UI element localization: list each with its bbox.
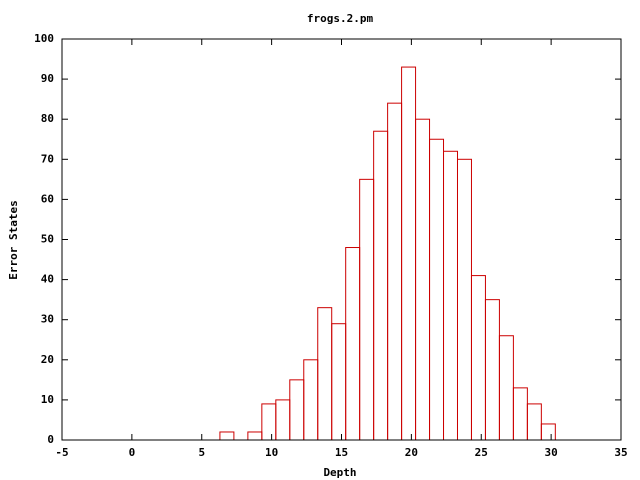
y-tick-label: 20 — [41, 353, 54, 366]
bar — [526, 403, 542, 441]
bar — [484, 299, 500, 441]
x-tick-label: 15 — [335, 446, 348, 459]
y-tick-label: 90 — [41, 72, 54, 85]
bar — [219, 431, 235, 441]
bar — [261, 403, 277, 441]
x-tick-label: 30 — [545, 446, 558, 459]
x-axis-label: Depth — [323, 466, 356, 479]
bar — [247, 431, 263, 441]
x-tick-label: 5 — [198, 446, 205, 459]
y-tick-label: 30 — [41, 313, 54, 326]
bar — [456, 158, 472, 441]
bar — [359, 178, 375, 441]
y-tick-label: 10 — [41, 393, 54, 406]
y-tick-label: 0 — [47, 433, 54, 446]
bar — [331, 323, 347, 441]
y-tick-label: 50 — [41, 233, 54, 246]
y-tick-label: 70 — [41, 152, 54, 165]
bar — [289, 379, 305, 441]
bar — [540, 423, 556, 441]
bar — [512, 387, 528, 441]
bar — [401, 66, 417, 441]
y-axis-label: Error States — [7, 200, 20, 279]
bar — [303, 359, 319, 441]
y-tick-label: 40 — [41, 273, 54, 286]
bar — [429, 138, 445, 441]
y-tick-label: 80 — [41, 112, 54, 125]
bar — [470, 275, 486, 441]
y-tick-label: 100 — [34, 32, 54, 45]
bar — [498, 335, 514, 441]
chart-title: frogs.2.pm — [307, 12, 374, 25]
x-tick-label: 0 — [129, 446, 136, 459]
x-tick-label: 20 — [405, 446, 418, 459]
bar — [387, 102, 403, 441]
x-tick-label: 10 — [265, 446, 278, 459]
x-tick-label: 25 — [475, 446, 488, 459]
bar — [275, 399, 291, 441]
y-tick-label: 60 — [41, 192, 54, 205]
plot-frame — [61, 38, 622, 441]
bar — [373, 130, 389, 441]
bar — [345, 247, 361, 441]
x-tick-label: -5 — [55, 446, 68, 459]
bar — [443, 150, 458, 441]
x-tick-label: 35 — [614, 446, 627, 459]
bar — [317, 307, 333, 441]
bar — [415, 118, 431, 441]
